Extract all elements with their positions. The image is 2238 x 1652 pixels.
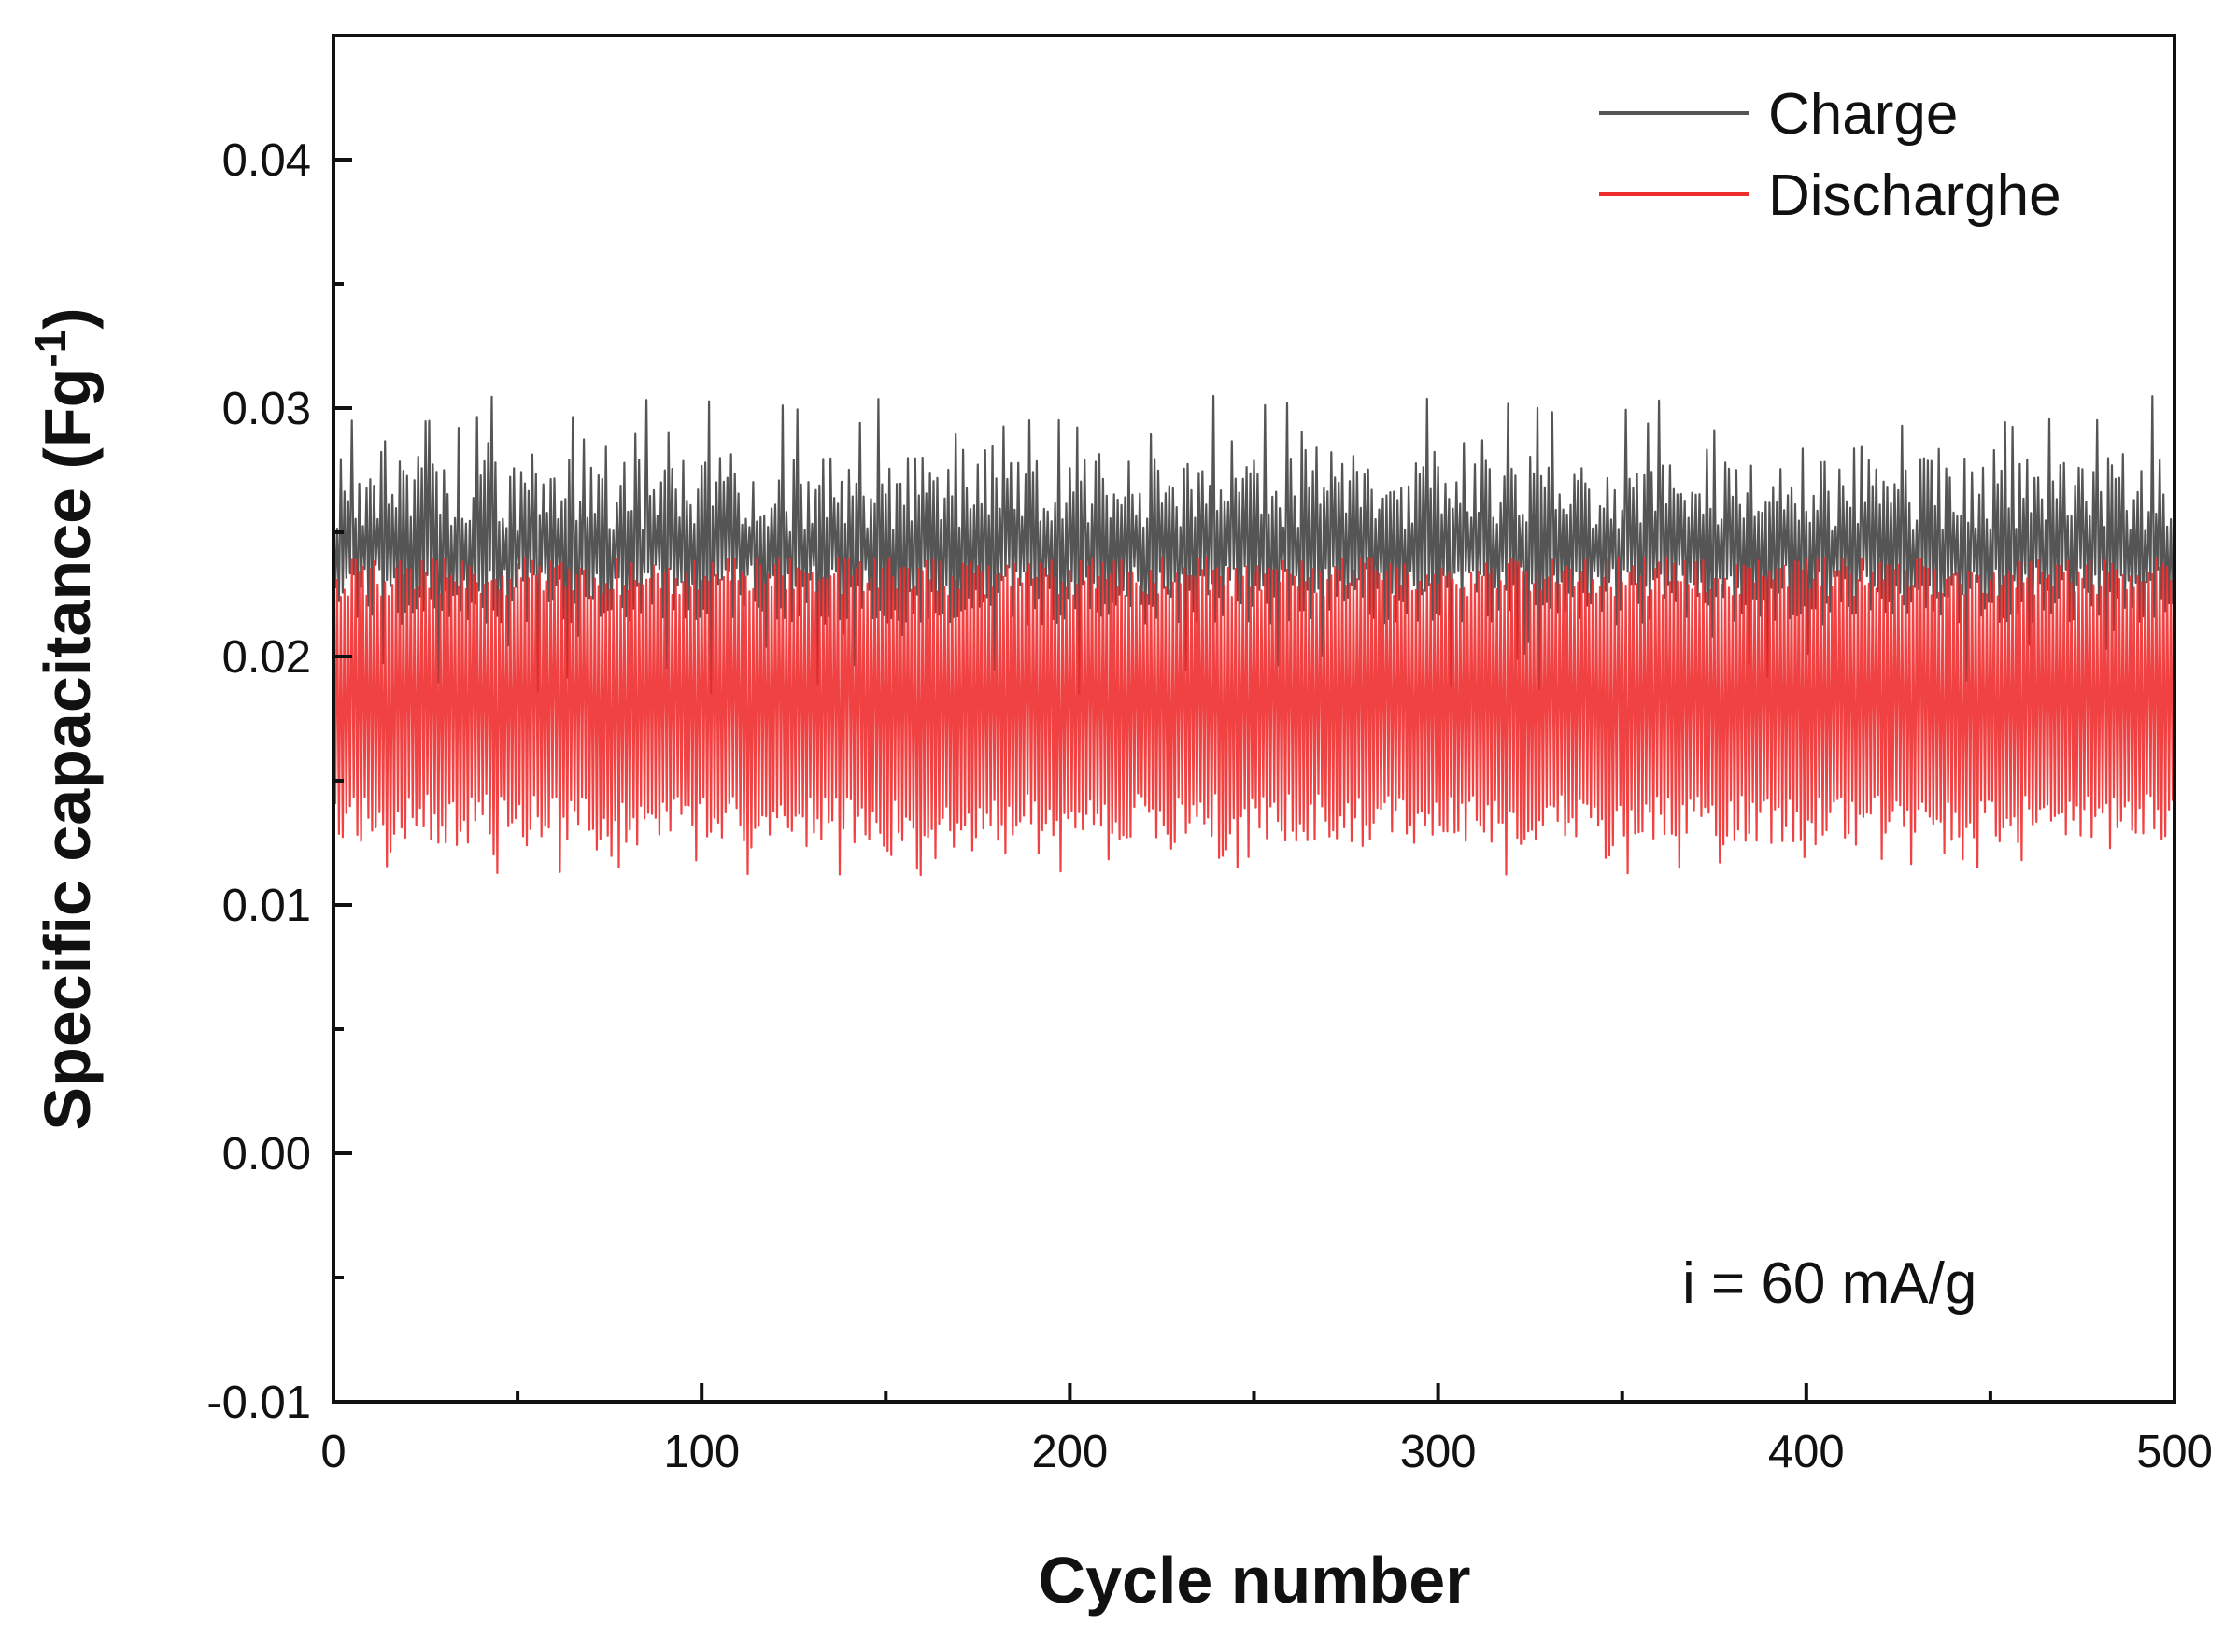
legend: Charge Discharghe (1599, 82, 2061, 228)
x-tick-label: 400 (1768, 1427, 1845, 1477)
x-axis-ticks: 0 100 200 300 400 500 (320, 1383, 2213, 1477)
y-axis-title: Specific capacitance (Fg-1) (26, 307, 104, 1130)
y-axis-ticks: -0.01 0.00 0.01 0.02 0.03 0.04 (206, 135, 352, 1428)
y-tick-label: 0.04 (222, 135, 311, 186)
y-axis-title-superscript: -1 (26, 330, 75, 368)
x-tick-label: 100 (663, 1427, 740, 1477)
y-tick-label: 0.03 (222, 384, 311, 434)
y-axis-title-close: ) (31, 307, 104, 329)
charge-series-line (332, 134, 2176, 695)
legend-discharge-label: Discharghe (1768, 163, 2061, 228)
discharge-series-line (332, 556, 2176, 918)
x-tick-label: 300 (1400, 1427, 1477, 1477)
series-layer (332, 134, 2176, 918)
x-axis-title: Cycle number (1039, 1544, 1471, 1617)
x-tick-label: 0 (320, 1427, 346, 1477)
x-tick-label: 500 (2136, 1427, 2213, 1477)
current-density-annotation: i = 60 mA/g (1682, 1251, 1976, 1316)
y-tick-label: -0.01 (206, 1377, 311, 1428)
y-tick-label: 0.01 (222, 881, 311, 931)
legend-charge-label: Charge (1768, 82, 1958, 147)
x-tick-label: 200 (1032, 1427, 1109, 1477)
y-axis-title-main: Specific capacitance (Fg (31, 368, 104, 1131)
y-tick-label: 0.00 (222, 1129, 311, 1179)
y-tick-label: 0.02 (222, 632, 311, 683)
